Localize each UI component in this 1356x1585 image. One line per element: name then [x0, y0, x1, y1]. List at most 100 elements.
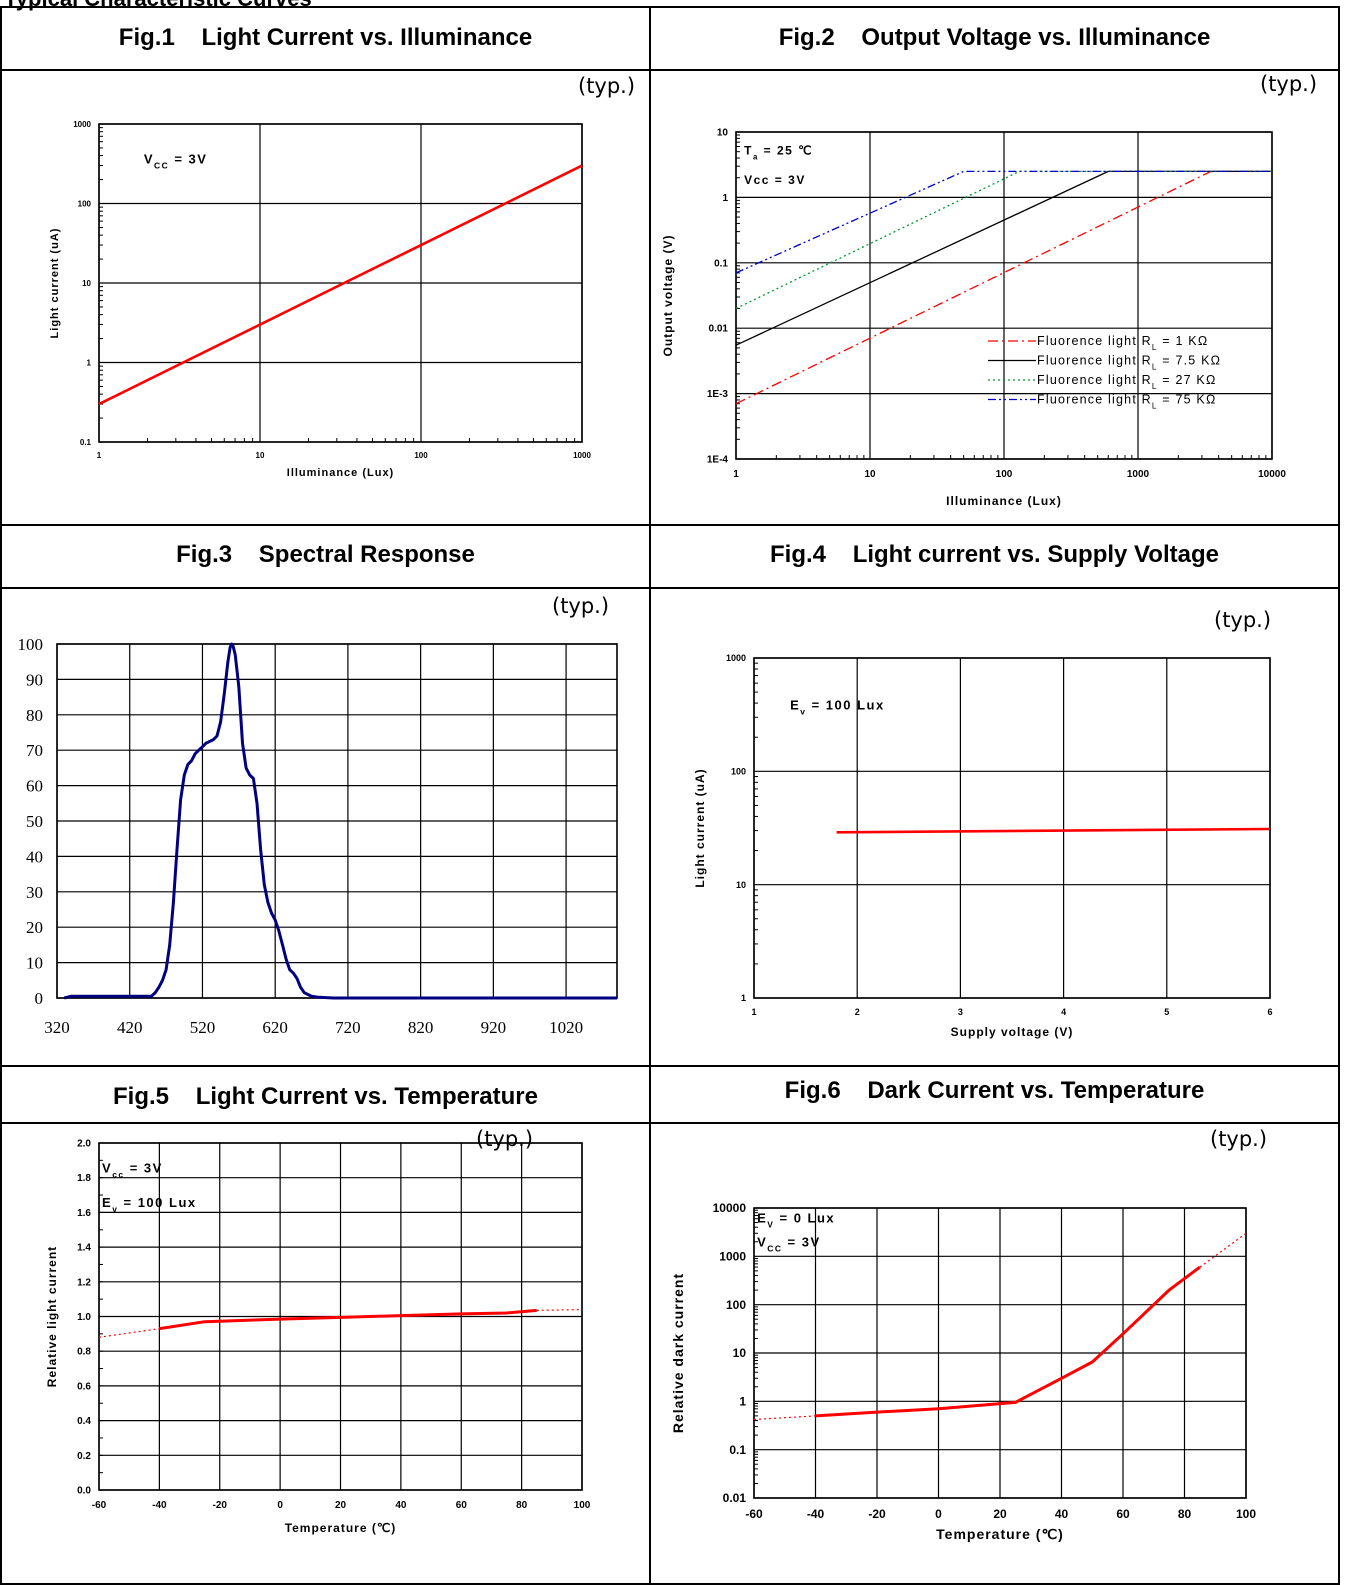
outer-border	[0, 6, 1340, 1585]
x-tick-label: 40	[1055, 1507, 1069, 1521]
fig6-typ-label: (typ.)	[1210, 1127, 1268, 1151]
fig1-x-axis-label: Illuminance (Lux)	[287, 467, 394, 479]
legend-label: Fluorence light RL = 1 KΩ	[1037, 334, 1208, 352]
y-tick-label: 0.4	[77, 1416, 91, 1427]
x-tick-label: 0	[277, 1500, 283, 1511]
fig5-series-line	[98, 1328, 160, 1338]
fig5-minor-ticks	[99, 1142, 103, 1491]
fig4-series-line	[836, 827, 1271, 834]
fig4-x-axis-label: Supply voltage (V)	[951, 1025, 1074, 1039]
fig6-annotation: EV = 0 Lux	[757, 1211, 835, 1230]
x-tick-label: -20	[868, 1507, 886, 1521]
x-tick-label: 20	[335, 1500, 347, 1511]
x-tick-label: -40	[152, 1500, 167, 1511]
fig2-annotation: Ta = 25 ℃	[744, 144, 813, 162]
y-tick-label: 100	[18, 635, 44, 654]
fig2-x-axis-label: Illuminance (Lux)	[946, 494, 1062, 508]
x-tick-label: 4	[1061, 1007, 1066, 1017]
x-tick-label: -60	[92, 1500, 107, 1511]
fig2-annotation: Vcc = 3V	[744, 173, 806, 187]
y-tick-label: 2.0	[77, 1139, 91, 1150]
fig6-plot-frame	[753, 1207, 1247, 1499]
x-tick-label: 20	[993, 1507, 1007, 1521]
fig6-x-axis-label: Temperature (℃)	[936, 1526, 1064, 1542]
x-tick-label: 2	[855, 1007, 860, 1017]
fig4-plot-frame	[753, 657, 1271, 999]
y-tick-label: 10	[736, 880, 746, 890]
y-tick-label: 80	[26, 706, 43, 725]
x-tick-label: 1000	[1127, 469, 1150, 480]
fig6-gridlines	[753, 1207, 1247, 1499]
y-tick-label: 0.8	[77, 1347, 91, 1358]
x-tick-label: 100	[574, 1500, 591, 1511]
y-tick-label: 1.4	[77, 1243, 91, 1254]
x-tick-label: 10000	[1258, 469, 1286, 480]
y-tick-label: 0.6	[77, 1381, 91, 1392]
x-tick-label: 1	[733, 469, 739, 480]
y-tick-label: 30	[26, 883, 43, 902]
x-tick-label: 6	[1267, 1007, 1272, 1017]
y-tick-label: 1	[87, 358, 92, 367]
y-tick-label: 1	[739, 1395, 746, 1409]
y-tick-label: 40	[26, 847, 43, 866]
x-tick-label: -40	[807, 1507, 825, 1521]
y-tick-label: 100	[731, 766, 746, 776]
x-tick-label: 60	[456, 1500, 468, 1511]
y-tick-label: 0	[35, 989, 44, 1008]
y-tick-label: 0.1	[729, 1443, 746, 1457]
y-tick-label: 0.01	[723, 1491, 747, 1505]
y-tick-label: 10	[82, 279, 91, 288]
fig6-series-line	[1199, 1232, 1247, 1268]
fig4-annotation: Ev = 100 Lux	[790, 698, 885, 717]
fig1-typ-label: (typ.)	[578, 74, 636, 98]
y-tick-label: 100	[726, 1298, 746, 1312]
page-heading: Typical Characteristic Curves	[4, 0, 312, 12]
fig2-plot-frame	[735, 131, 1273, 460]
fig6-y-axis-label: Relative dark current	[670, 1273, 686, 1433]
y-tick-label: 1E-4	[707, 455, 729, 466]
x-tick-label: 40	[395, 1500, 407, 1511]
y-tick-label: 50	[26, 812, 43, 831]
fig3-typ-label: (typ.)	[552, 594, 610, 618]
fig3-title: Fig.3 Spectral Response	[176, 541, 475, 568]
y-tick-label: 1	[741, 993, 746, 1003]
x-tick-label: 5	[1164, 1007, 1169, 1017]
x-tick-label: 10	[864, 469, 876, 480]
x-tick-label: 100	[414, 451, 428, 460]
x-tick-label: 720	[335, 1018, 361, 1037]
x-tick-label: 920	[481, 1018, 507, 1037]
fig5-x-axis-label: Temperature (℃)	[285, 1521, 397, 1535]
y-tick-label: 1.6	[77, 1208, 91, 1219]
fig2-typ-label: (typ.)	[1260, 72, 1318, 96]
y-tick-label: 1E-3	[707, 389, 729, 400]
x-tick-label: 3	[958, 1007, 963, 1017]
fig1-annotation: VCC = 3V	[144, 151, 208, 170]
x-tick-label: 80	[516, 1500, 528, 1511]
x-tick-label: 60	[1116, 1507, 1130, 1521]
x-tick-label: 10	[256, 451, 265, 460]
x-tick-label: 1	[97, 451, 102, 460]
x-tick-label: 820	[408, 1018, 434, 1037]
y-tick-label: 1.2	[77, 1277, 91, 1288]
y-tick-label: 100	[78, 199, 92, 208]
y-tick-label: 1000	[73, 120, 91, 129]
x-tick-label: 520	[190, 1018, 216, 1037]
y-tick-label: 0.1	[80, 438, 92, 447]
y-tick-label: 10	[733, 1346, 747, 1360]
fig2-legend: Fluorence light RL = 1 KΩ Fluorence light…	[988, 334, 1220, 410]
x-tick-label: 100	[996, 469, 1013, 480]
fig2-series-line	[735, 170, 1272, 346]
fig2-title: Fig.2 Output Voltage vs. Illuminance	[778, 24, 1211, 51]
y-tick-label: 10	[717, 128, 729, 139]
y-tick-label: 1000	[719, 1250, 746, 1264]
x-tick-label: 1000	[573, 451, 591, 460]
fig6-title: Fig.6 Dark Current vs. Temperature	[784, 1077, 1205, 1104]
y-tick-label: 90	[26, 670, 43, 689]
fig5-annotation: Ev = 100 Lux	[102, 1195, 197, 1214]
x-tick-label: 0	[935, 1507, 942, 1521]
y-tick-label: 1	[722, 193, 728, 204]
